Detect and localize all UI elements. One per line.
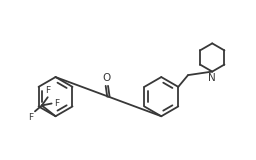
- Text: F: F: [54, 99, 59, 108]
- Text: F: F: [28, 113, 33, 122]
- Text: N: N: [208, 73, 216, 83]
- Text: F: F: [45, 86, 50, 95]
- Text: O: O: [103, 73, 111, 83]
